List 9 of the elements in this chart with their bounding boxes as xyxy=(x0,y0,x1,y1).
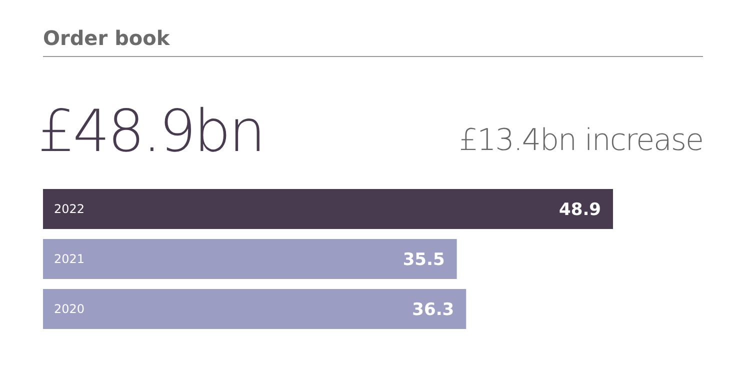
data-label: 36.3 xyxy=(412,300,454,320)
y-tick-label: 2022 xyxy=(54,202,85,216)
text: £13.4bn increase xyxy=(459,123,703,158)
data-label: 35.5 xyxy=(402,250,445,270)
chart-title: Order book xyxy=(43,26,170,50)
y-tick-label: 2021 xyxy=(54,252,85,266)
data-label: 48.9 xyxy=(559,200,601,220)
y-tick-label: 2020 xyxy=(54,302,85,316)
text: £48.9bn xyxy=(38,97,264,165)
